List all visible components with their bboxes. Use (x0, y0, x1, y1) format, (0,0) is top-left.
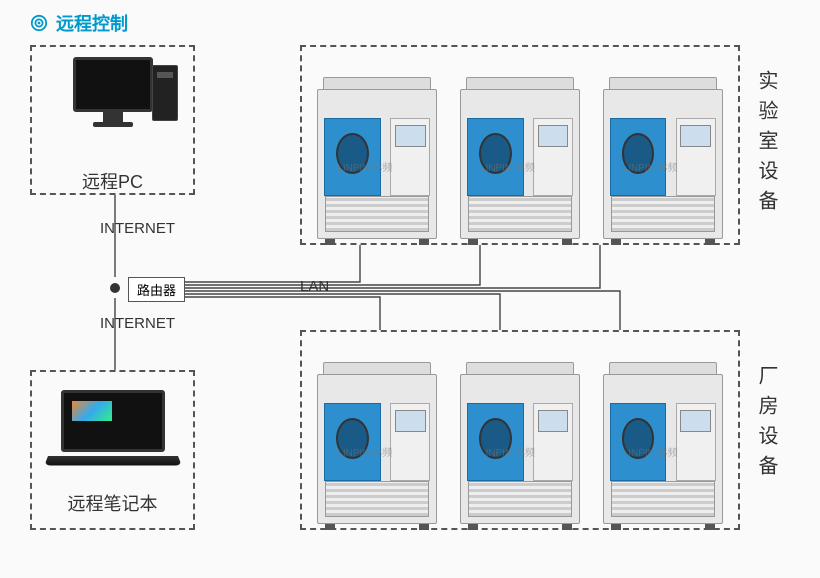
test-chamber-icon: LINPIN 林频 (460, 69, 580, 239)
remote-laptop-box: 远程笔记本 (30, 370, 195, 530)
router-node-icon (110, 283, 120, 293)
factory-equipment-box: LINPIN 林频LINPIN 林频LINPIN 林频 (300, 330, 740, 530)
test-chamber-icon: LINPIN 林频 (317, 69, 437, 239)
test-chamber-icon: LINPIN 林频 (603, 354, 723, 524)
laptop-icon (48, 390, 178, 470)
router-label: 路由器 (128, 277, 185, 302)
test-chamber-icon: LINPIN 林频 (603, 69, 723, 239)
title-text: 远程控制 (56, 10, 128, 36)
internet-label-2: INTERNET (100, 315, 175, 332)
test-chamber-icon: LINPIN 林频 (460, 354, 580, 524)
remote-laptop-label: 远程笔记本 (32, 490, 193, 516)
lab-equipment-label: 实验室设备 (752, 70, 781, 220)
target-icon (30, 14, 48, 32)
test-chamber-icon: LINPIN 林频 (317, 354, 437, 524)
internet-label-1: INTERNET (100, 220, 175, 237)
factory-equipment-label: 厂房设备 (752, 365, 781, 485)
diagram-title: 远程控制 (30, 10, 128, 36)
remote-pc-box: 远程PC (30, 45, 195, 195)
desktop-pc-icon (32, 47, 193, 162)
lan-label: LAN (300, 278, 329, 295)
remote-pc-label: 远程PC (32, 168, 193, 194)
lab-equipment-box: LINPIN 林频LINPIN 林频LINPIN 林频 (300, 45, 740, 245)
